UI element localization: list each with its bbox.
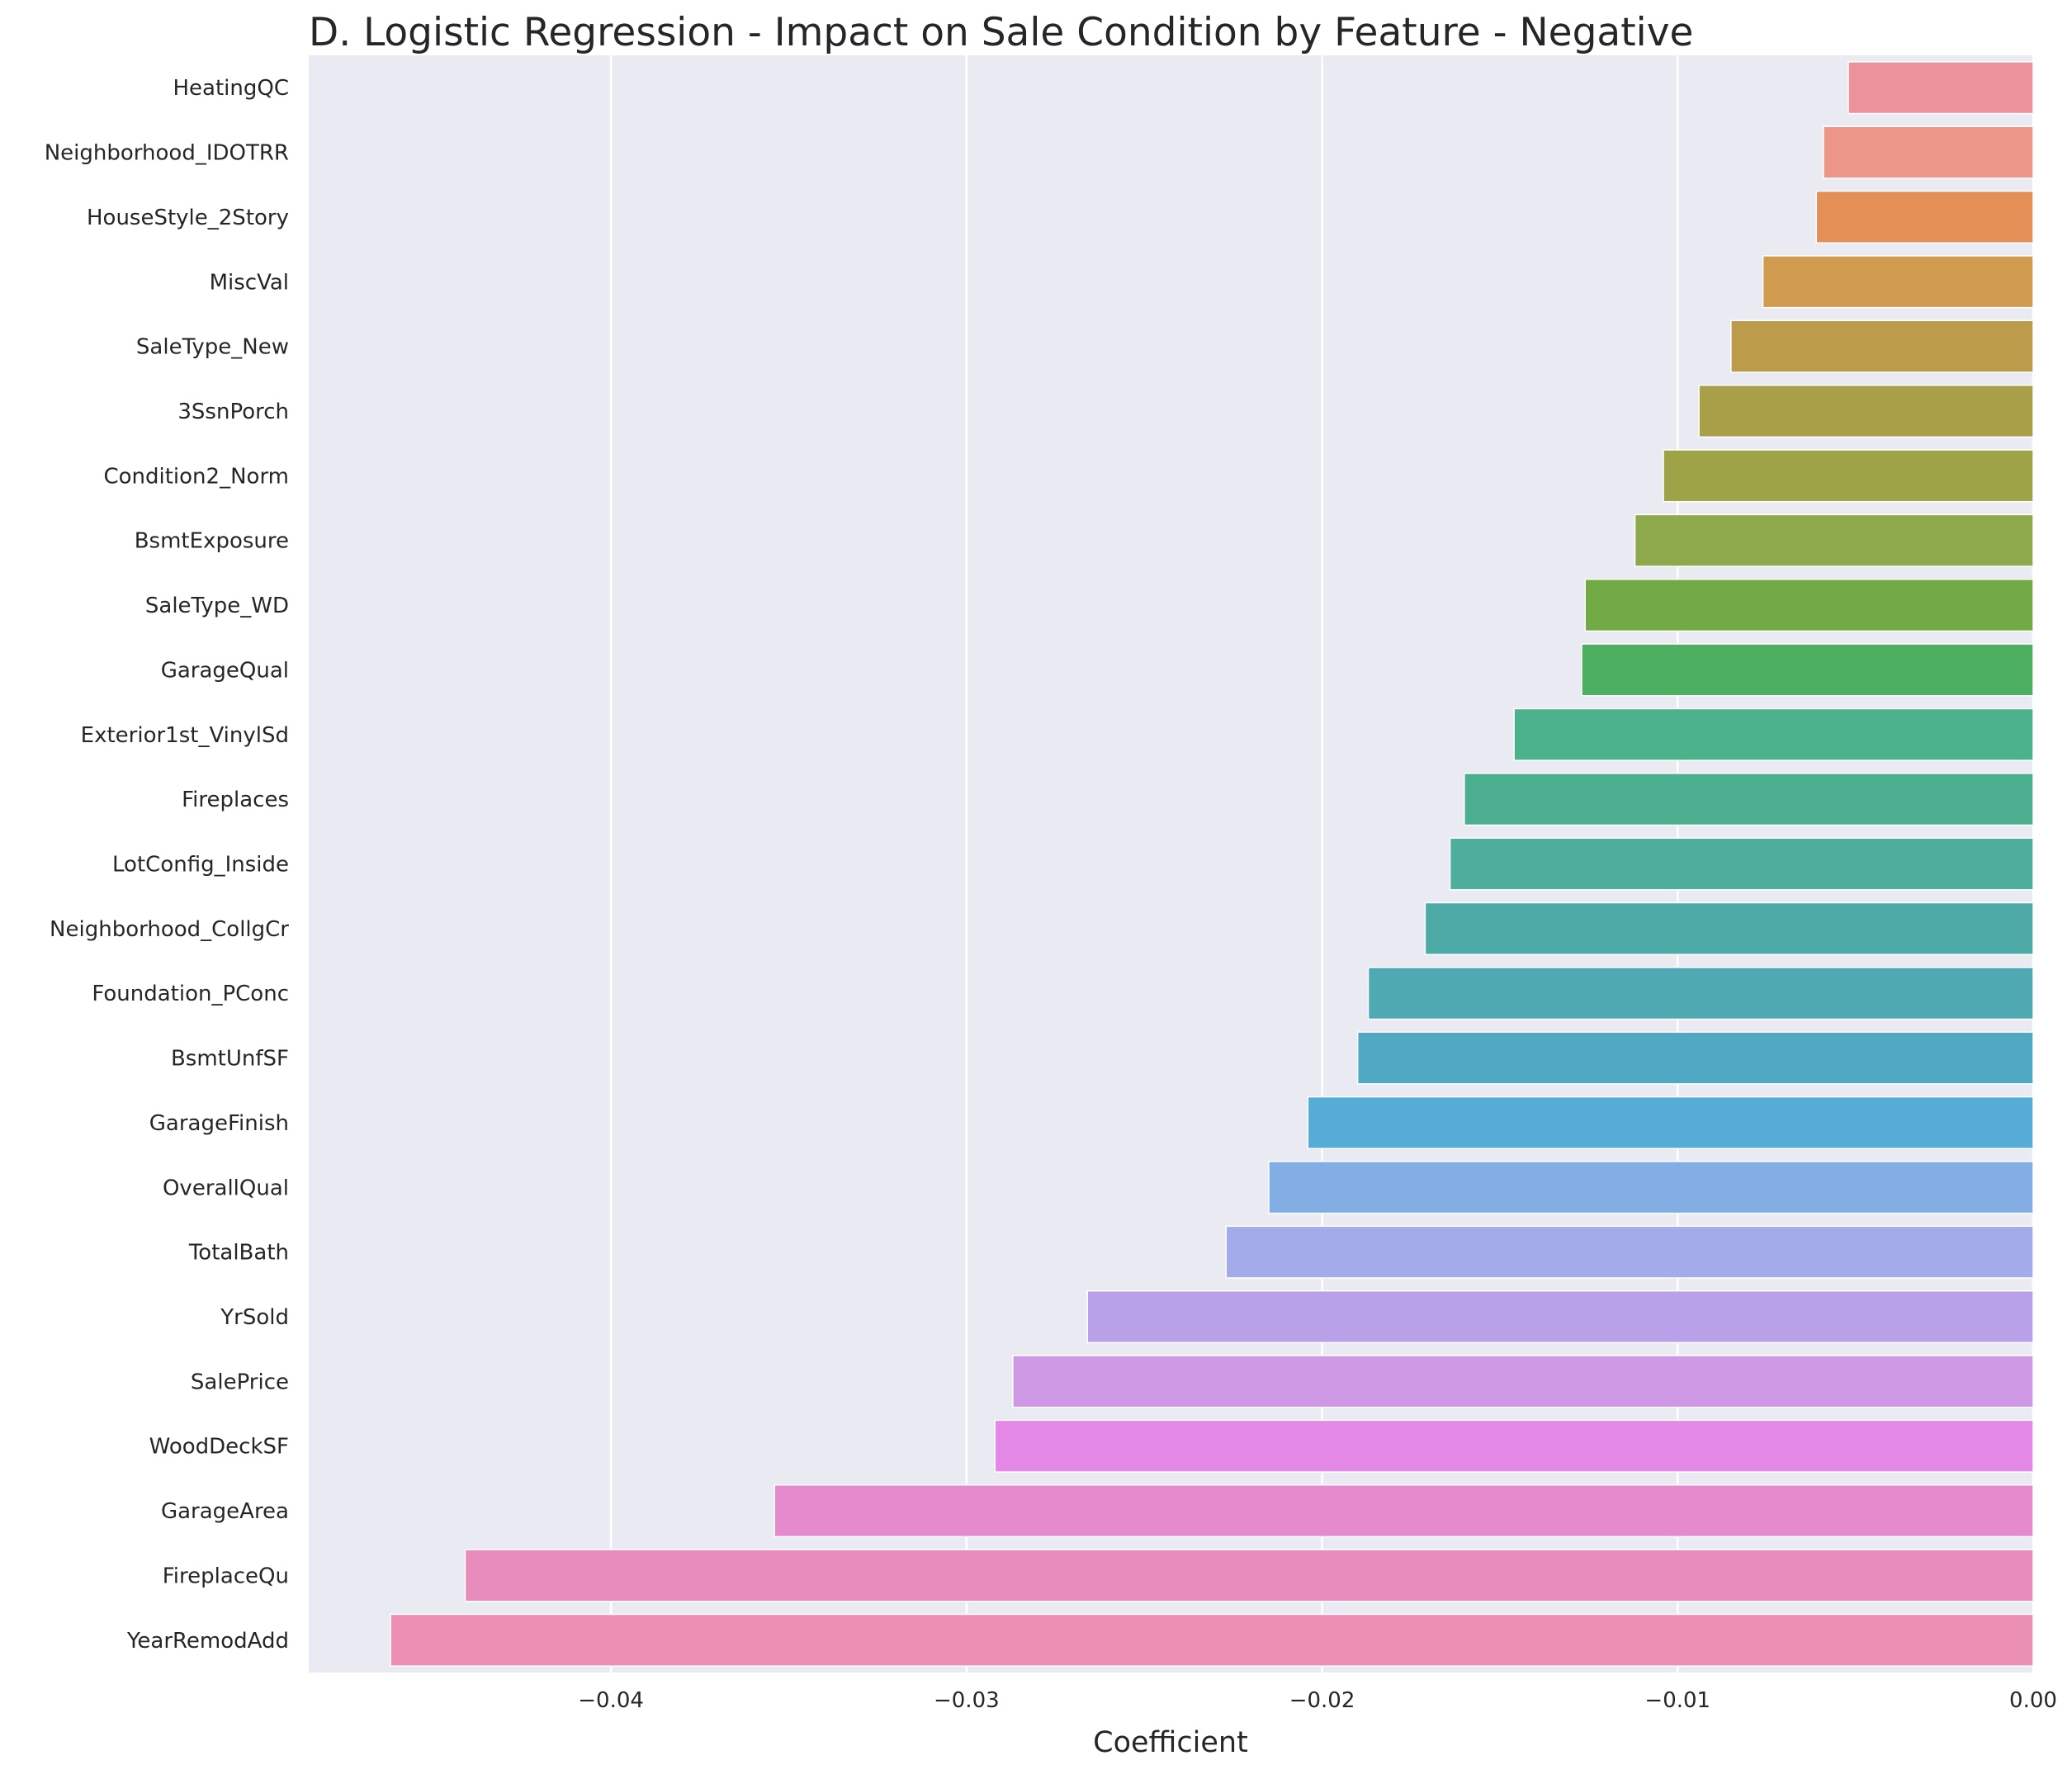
y-tick-label: OverallQual bbox=[163, 1176, 289, 1200]
y-tick-label: WoodDeckSF bbox=[149, 1435, 289, 1460]
bar bbox=[1424, 901, 2034, 955]
x-tick-label: −0.04 bbox=[578, 1688, 644, 1713]
bar bbox=[1449, 837, 2034, 891]
bar bbox=[1356, 1031, 2034, 1085]
y-tick-label: LotConfig_Inside bbox=[112, 853, 289, 878]
y-tick-label: GarageQual bbox=[161, 658, 289, 683]
y-tick-label: GarageFinish bbox=[149, 1111, 289, 1136]
bar bbox=[1815, 190, 2034, 244]
x-tick-label: −0.02 bbox=[1289, 1688, 1355, 1713]
bar bbox=[1268, 1161, 2034, 1214]
x-tick-label: −0.01 bbox=[1644, 1688, 1710, 1713]
bar bbox=[1730, 319, 2034, 373]
y-tick-label: YrSold bbox=[220, 1305, 289, 1330]
y-tick-label: BsmtExposure bbox=[135, 529, 289, 554]
y-tick-label: YearRemodAdd bbox=[126, 1629, 289, 1654]
y-tick-label: Neighborhood_IDOTRR bbox=[45, 141, 289, 166]
bar bbox=[1367, 967, 2034, 1020]
y-tick-label: GarageArea bbox=[161, 1499, 289, 1524]
y-tick-label: Condition2_Norm bbox=[103, 464, 289, 489]
bar bbox=[464, 1549, 2034, 1602]
bar bbox=[1012, 1355, 2034, 1408]
y-tick-label: HouseStyle_2Story bbox=[87, 206, 289, 230]
bar bbox=[773, 1484, 2034, 1538]
y-tick-label: Foundation_PConc bbox=[92, 982, 289, 1006]
bar bbox=[994, 1419, 2034, 1473]
y-tick-label: SaleType_WD bbox=[145, 594, 289, 618]
bar bbox=[1513, 707, 2034, 761]
bar bbox=[1581, 643, 2034, 697]
bar bbox=[1584, 578, 2034, 632]
y-tick-label: SalePrice bbox=[191, 1370, 289, 1394]
x-axis-label: Coefficient bbox=[1093, 1726, 1248, 1759]
bar bbox=[1847, 61, 2034, 115]
y-tick-label: Neighborhood_CollgCr bbox=[50, 917, 289, 942]
y-tick-label: BsmtUnfSF bbox=[171, 1047, 289, 1072]
y-tick-labels: HeatingQC Neighborhood_IDOTRR HouseStyle_2… bbox=[45, 76, 290, 1654]
bar bbox=[1464, 773, 2034, 826]
bar bbox=[1823, 125, 2034, 179]
y-tick-label: Exterior1st_VinylSd bbox=[81, 723, 289, 748]
bar bbox=[1762, 255, 2034, 309]
bar bbox=[1634, 513, 2034, 567]
bar bbox=[1086, 1289, 2034, 1344]
bar bbox=[390, 1613, 2034, 1667]
bar bbox=[1663, 449, 2034, 503]
bar bbox=[1307, 1095, 2034, 1150]
y-tick-label: TotalBath bbox=[188, 1241, 289, 1266]
y-tick-label: 3SsnPorch bbox=[177, 400, 289, 424]
y-tick-label: SaleType_New bbox=[136, 335, 289, 360]
y-tick-label: MiscVal bbox=[210, 270, 289, 295]
bar bbox=[1698, 384, 2034, 438]
y-tick-label: FireplaceQu bbox=[163, 1564, 289, 1588]
x-tick-label: 0.00 bbox=[2009, 1688, 2057, 1713]
y-tick-label: HeatingQC bbox=[173, 76, 290, 101]
x-tick-labels: −0.04 −0.03 −0.02 −0.01 0.00 bbox=[578, 1688, 2057, 1713]
bar bbox=[1225, 1225, 2034, 1279]
y-tick-label: Fireplaces bbox=[182, 788, 289, 812]
bars bbox=[390, 61, 2034, 1667]
chart-title: D. Logistic Regression - Impact on Sale … bbox=[309, 10, 1693, 55]
x-tick-label: −0.03 bbox=[934, 1688, 1000, 1713]
